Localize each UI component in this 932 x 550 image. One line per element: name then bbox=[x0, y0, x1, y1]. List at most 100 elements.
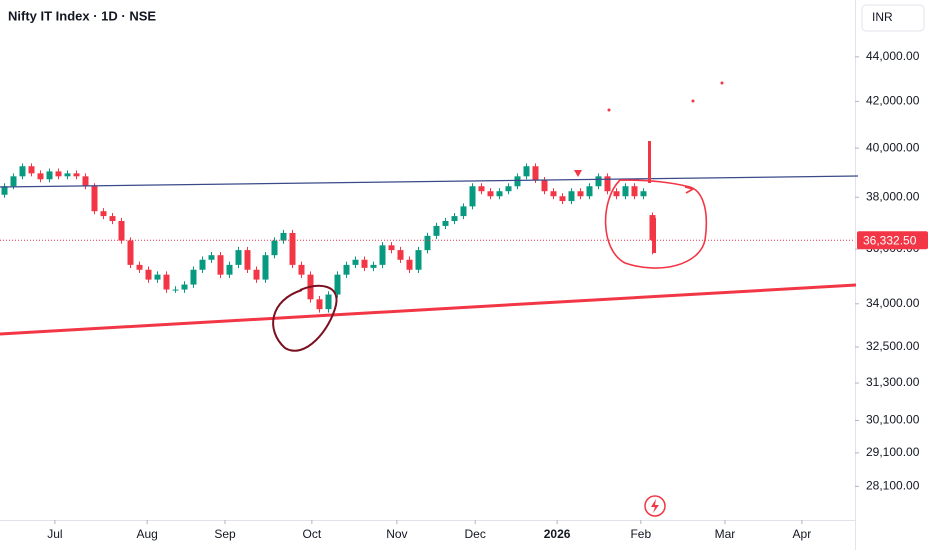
y-tick-label: 34,000.00 bbox=[866, 296, 920, 310]
candle bbox=[388, 242, 395, 254]
candle bbox=[289, 229, 296, 269]
candle-body bbox=[109, 216, 116, 221]
dot bbox=[607, 108, 611, 112]
candle bbox=[631, 183, 638, 200]
candle-body bbox=[460, 206, 467, 217]
circle-drawing bbox=[272, 284, 338, 352]
candle bbox=[154, 271, 161, 283]
candle-body bbox=[91, 186, 98, 212]
x-tick-label: Oct bbox=[303, 527, 322, 541]
candle bbox=[100, 208, 107, 220]
currency-box[interactable] bbox=[861, 4, 925, 32]
circle-drawing bbox=[604, 179, 708, 269]
candle bbox=[550, 188, 557, 200]
y-tick-label: 38,000.00 bbox=[866, 189, 920, 203]
candle-body bbox=[127, 240, 134, 265]
y-tick-label: 30,100.00 bbox=[866, 413, 920, 427]
y-tick-label: 32,500.00 bbox=[866, 339, 920, 353]
candle bbox=[415, 246, 422, 274]
candle bbox=[514, 173, 521, 190]
candle bbox=[577, 188, 584, 200]
candle bbox=[298, 261, 305, 278]
candle-body bbox=[595, 176, 602, 187]
candle bbox=[145, 266, 152, 283]
candle bbox=[190, 266, 197, 288]
candle bbox=[28, 163, 35, 177]
candle-body bbox=[235, 250, 242, 265]
y-tick-label: 28,100.00 bbox=[866, 479, 920, 493]
chart-title: Nifty IT Index · 1D · NSE bbox=[8, 8, 156, 23]
candle bbox=[568, 188, 575, 205]
candle-body bbox=[280, 232, 287, 241]
candle-body bbox=[343, 264, 350, 275]
candle-body bbox=[118, 220, 125, 241]
y-tick-label: 31,300.00 bbox=[866, 375, 920, 389]
candle-body bbox=[163, 274, 170, 290]
candle bbox=[406, 256, 413, 274]
candle-body bbox=[100, 211, 107, 217]
candle-body bbox=[226, 264, 233, 275]
candle bbox=[73, 170, 80, 180]
candle bbox=[64, 170, 71, 180]
y-tick-label: 29,100.00 bbox=[866, 445, 920, 459]
candle bbox=[352, 256, 359, 269]
candle bbox=[163, 271, 170, 293]
candle-body bbox=[55, 171, 62, 177]
candle bbox=[559, 193, 566, 205]
candle-body bbox=[523, 166, 530, 177]
candle bbox=[424, 232, 431, 254]
candle bbox=[1, 183, 8, 198]
candle-body bbox=[370, 264, 377, 268]
candle-body bbox=[469, 186, 476, 207]
x-tick-label: Dec bbox=[465, 527, 486, 541]
x-tick-label: Sep bbox=[214, 527, 236, 541]
candle bbox=[280, 229, 287, 244]
candle-body bbox=[550, 191, 557, 197]
candle bbox=[460, 203, 467, 220]
candle-body bbox=[46, 171, 53, 180]
candle-body bbox=[415, 250, 422, 270]
candle bbox=[262, 251, 269, 283]
candle-body bbox=[451, 216, 458, 221]
candle-body bbox=[325, 294, 332, 310]
candle bbox=[199, 256, 206, 274]
candle bbox=[46, 168, 53, 183]
candle bbox=[604, 173, 611, 195]
candle bbox=[55, 168, 62, 180]
candle bbox=[217, 251, 224, 278]
candle-body bbox=[379, 245, 386, 265]
candle bbox=[181, 281, 188, 293]
candle bbox=[91, 183, 98, 215]
candle-body bbox=[82, 176, 89, 187]
candle-body bbox=[586, 186, 593, 197]
candle bbox=[325, 291, 332, 313]
candle bbox=[586, 183, 593, 200]
candle bbox=[649, 212, 656, 255]
candle bbox=[19, 163, 26, 180]
candle bbox=[271, 237, 278, 259]
candle bbox=[334, 271, 341, 298]
event-icon[interactable] bbox=[644, 495, 666, 517]
candle-body bbox=[10, 176, 17, 187]
candle-body bbox=[478, 186, 485, 192]
candle-body bbox=[559, 196, 566, 202]
candle-body bbox=[19, 166, 26, 177]
candle-body bbox=[487, 191, 494, 197]
candle bbox=[235, 246, 242, 269]
candle-body bbox=[244, 250, 251, 270]
candle-body bbox=[217, 255, 224, 275]
candle bbox=[343, 261, 350, 278]
drawn-bar bbox=[648, 141, 651, 183]
candle-body bbox=[352, 259, 359, 265]
candle bbox=[487, 188, 494, 200]
marker bbox=[574, 170, 582, 177]
candle bbox=[505, 183, 512, 195]
candle bbox=[469, 183, 476, 210]
candle bbox=[640, 188, 647, 200]
candle bbox=[478, 183, 485, 195]
candle bbox=[523, 163, 530, 180]
candle-body bbox=[640, 191, 647, 197]
candle bbox=[316, 295, 323, 313]
